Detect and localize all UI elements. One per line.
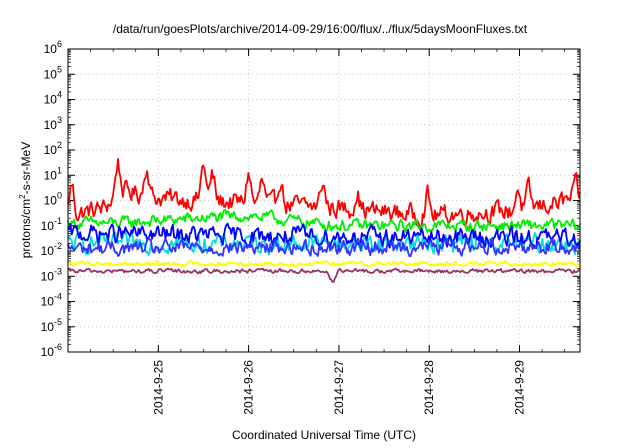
x-axis-label: Coordinated Universal Time (UTC) <box>231 428 417 442</box>
y-tick-label: 10-2 <box>41 241 62 258</box>
x-tick-label: 2014-9-28 <box>422 360 436 415</box>
y-tick-label: 10-5 <box>41 317 62 334</box>
y-tick-label: 101 <box>44 165 62 182</box>
y-tick-label: 102 <box>44 140 62 157</box>
y-tick-label: 10-1 <box>41 216 62 233</box>
series-line-3 <box>67 222 581 250</box>
y-tick-label: 10-6 <box>41 342 62 359</box>
plot-frame <box>67 48 581 353</box>
x-tick-labels: 2014-9-25 2014-9-26 2014-9-27 2014-9-28 2014… <box>151 360 526 415</box>
y-tick-label: 103 <box>44 115 62 132</box>
y-axis-label-main: protons/cm <box>19 198 33 259</box>
x-tick-label: 2014-9-29 <box>512 360 526 415</box>
series-line-6 <box>67 267 581 283</box>
y-tick-label: 104 <box>44 90 62 107</box>
chart-title: /data/run/goesPlots/archive/2014-09-29/1… <box>112 22 528 36</box>
series-line-1 <box>67 208 581 233</box>
y-tick-label: 106 <box>44 39 62 56</box>
x-tick-label: 2014-9-26 <box>242 360 256 415</box>
y-tick-label: 10-3 <box>41 266 62 283</box>
y-tick-label: 105 <box>44 64 62 81</box>
y-tick-label: 10-4 <box>41 292 62 309</box>
y-axis-label-exponent: 2 <box>18 194 27 199</box>
y-axis-label-suffix: -s-sr-MeV <box>19 141 33 195</box>
grid-layer <box>67 48 580 353</box>
series-line-5 <box>67 259 581 268</box>
series-line-4 <box>67 236 581 258</box>
series-line-0 <box>67 157 581 229</box>
series-layer <box>67 157 581 283</box>
y-tick-label: 100 <box>44 191 62 208</box>
x-tick-label: 2014-9-27 <box>332 360 346 415</box>
y-axis-label: protons/cm2-s-sr-MeV <box>18 142 33 258</box>
y-tick-labels: 106 105 104 103 102 101 100 10-1 10-2 10-3 10-4 10-… <box>41 39 62 359</box>
x-tick-label: 2014-9-25 <box>151 360 165 415</box>
